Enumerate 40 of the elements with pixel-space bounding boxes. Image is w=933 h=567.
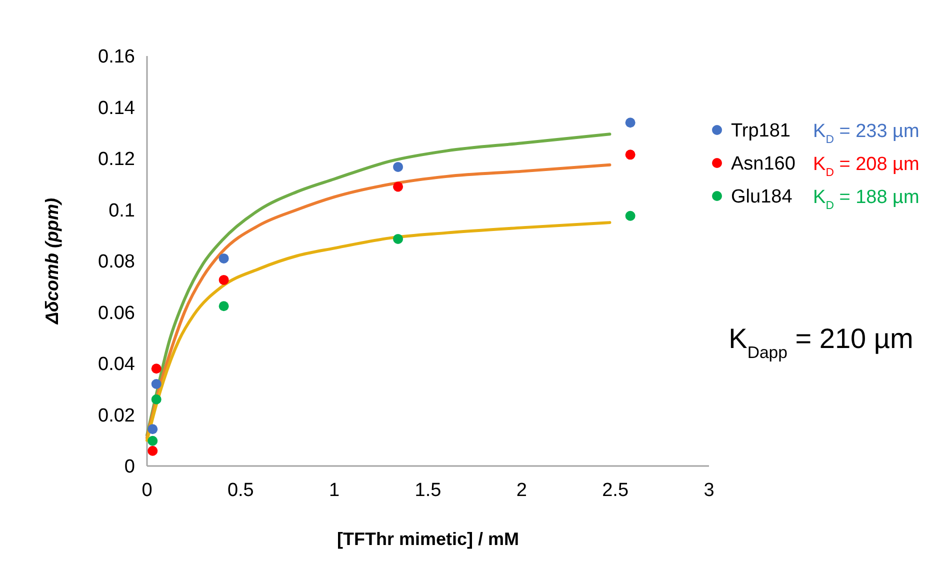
y-axis-title: Δδcomb (ppm) bbox=[42, 198, 62, 326]
point bbox=[151, 364, 162, 374]
point bbox=[218, 301, 229, 312]
point bbox=[625, 118, 636, 128]
y-tick-label: 0.02 bbox=[98, 405, 135, 426]
point bbox=[218, 253, 229, 264]
y-tick-label: 0.06 bbox=[98, 302, 135, 324]
x-tick-label: 0 bbox=[142, 480, 152, 501]
point bbox=[393, 234, 404, 244]
text: K$_{Dapp}$ = 210 µm bbox=[728, 323, 914, 362]
x-tick-label: 3 bbox=[704, 480, 714, 501]
text: K$_{D}$ = 188 µm bbox=[813, 187, 920, 212]
point bbox=[148, 446, 158, 456]
x-tick-label: 1 bbox=[329, 480, 340, 501]
legend-label: Glu184 bbox=[731, 186, 793, 208]
point bbox=[393, 182, 404, 192]
y-tick-label: 0.16 bbox=[98, 46, 135, 68]
point bbox=[148, 436, 158, 446]
y-tick-label: 0.14 bbox=[98, 98, 136, 119]
y-tick-label: 0.08 bbox=[98, 252, 135, 273]
y-tick-label: 0 bbox=[124, 456, 135, 478]
x-tick-label: 2 bbox=[516, 480, 527, 501]
point bbox=[151, 379, 162, 389]
x-tick-label: 2.5 bbox=[602, 480, 629, 501]
text: K$_{D}$ = 233 µm bbox=[813, 121, 920, 146]
y-tick-label: 0.12 bbox=[98, 149, 135, 170]
point bbox=[151, 394, 162, 404]
point bbox=[625, 150, 636, 160]
legend-label: Asn160 bbox=[731, 154, 796, 175]
y-tick-label: 0.04 bbox=[98, 354, 136, 376]
point bbox=[625, 210, 636, 221]
x-tick-label: 0.5 bbox=[227, 480, 254, 501]
point bbox=[148, 424, 158, 434]
y-tick-label: 0.1 bbox=[108, 200, 135, 222]
point bbox=[393, 162, 404, 172]
text: K$_{D}$ = 208 µm bbox=[813, 154, 920, 179]
x-axis-title: [TFThr mimetic] / mM bbox=[336, 529, 520, 549]
legend-label: Trp181 bbox=[731, 120, 790, 142]
point bbox=[218, 274, 229, 285]
x-tick-label: 1.5 bbox=[414, 480, 442, 501]
